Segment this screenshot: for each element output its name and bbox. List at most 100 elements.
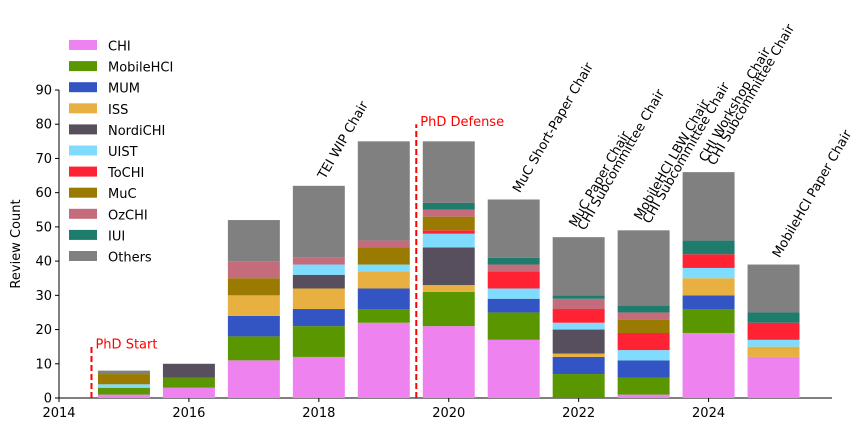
bar-tochi-2024 xyxy=(682,254,735,268)
bar-uist-2018 xyxy=(292,264,345,275)
bar-muc-2015 xyxy=(97,374,150,385)
y-tick-label: 0 xyxy=(44,392,52,407)
bar-tochi-2020 xyxy=(422,230,475,234)
bar-tochi-2021 xyxy=(487,271,540,289)
bar-ozchi-2022 xyxy=(552,298,605,310)
legend-swatch-mum xyxy=(69,82,97,93)
x-tick-label: 2014 xyxy=(42,406,75,421)
bar-iui-2021 xyxy=(487,257,540,265)
bar-others-2024 xyxy=(682,172,735,241)
x-axis-ticks: 2014 2016 2018 2020 2022 2024 xyxy=(42,398,725,421)
bar-iss-2019 xyxy=(357,271,410,289)
bar-chi-2020 xyxy=(422,326,475,398)
bar-chi-2018 xyxy=(292,356,345,398)
bar-mum-2018 xyxy=(292,309,345,327)
bar-others-2015 xyxy=(97,370,150,375)
bar-iui-2022 xyxy=(552,295,605,299)
bar-ozchi-2023 xyxy=(617,312,670,320)
bar-iui-2025 xyxy=(747,312,800,323)
bar-ozchi-2020 xyxy=(422,209,475,217)
bar-chi-2016 xyxy=(162,387,215,398)
bar-chi-2024 xyxy=(682,332,735,398)
bar-mobilehci-2016 xyxy=(162,377,215,388)
y-tick-label: 30 xyxy=(35,289,52,304)
bar-others-2020 xyxy=(422,141,475,203)
legend-swatch-chi xyxy=(69,40,97,50)
y-axis-title: Review Count xyxy=(9,199,24,288)
bar-uist-2020 xyxy=(422,233,475,248)
y-axis-ticks: 0 10 20 30 40 50 60 70 80 90 xyxy=(35,84,59,407)
bar-mobilehci-2023 xyxy=(617,377,670,395)
bar-tochi-2025 xyxy=(747,322,800,340)
axes: 0 10 20 30 40 50 60 70 80 90 2014 2016 2018 2020 2022… xyxy=(9,84,832,421)
bar-others-2022 xyxy=(552,237,605,296)
bars xyxy=(97,141,800,398)
marker-label-phd-defense: PhD Defense xyxy=(420,115,504,130)
bar-ozchi-2018 xyxy=(292,257,345,265)
legend-swatch-tochi xyxy=(69,166,97,177)
bar-others-2023 xyxy=(617,230,670,306)
bar-mum-2017 xyxy=(227,315,280,337)
bar-nordichi-2022 xyxy=(552,329,605,354)
bar-muc-2020 xyxy=(422,216,475,231)
y-tick-label: 60 xyxy=(35,186,52,201)
legend-label-mobilehci: MobileHCI xyxy=(108,61,173,76)
bar-mobilehci-2020 xyxy=(422,291,475,327)
bar-mum-2019 xyxy=(357,288,410,310)
bar-mobilehci-2015 xyxy=(97,387,150,395)
legend-label-chi: CHI xyxy=(108,40,131,55)
bar-others-2019 xyxy=(357,141,410,241)
bar-mobilehci-2021 xyxy=(487,312,540,340)
bar-ozchi-2019 xyxy=(357,240,410,248)
bar-uist-2019 xyxy=(357,264,410,272)
legend-swatch-uist xyxy=(69,145,97,156)
legend-swatch-iui xyxy=(69,229,97,240)
x-tick-label: 2016 xyxy=(172,406,205,421)
x-tick-label: 2018 xyxy=(302,406,335,421)
legend-swatch-mobilehci xyxy=(69,61,97,72)
role-annotation-muc-short-paper-chair: MuC Short-Paper Chair xyxy=(510,60,597,196)
bar-nordichi-2016 xyxy=(162,363,215,378)
bar-others-2021 xyxy=(487,199,540,258)
bar-uist-2015 xyxy=(97,384,150,388)
x-tick-label: 2020 xyxy=(432,406,465,421)
bar-iss-2024 xyxy=(682,278,735,296)
bar-uist-2025 xyxy=(747,339,800,347)
y-tick-label: 40 xyxy=(35,255,52,270)
bar-mobilehci-2019 xyxy=(357,309,410,323)
y-tick-label: 90 xyxy=(35,84,52,99)
legend-swatch-muc xyxy=(69,187,97,198)
legend-label-tochi: ToCHI xyxy=(107,166,144,181)
bar-mobilehci-2017 xyxy=(227,336,280,361)
bar-muc-2019 xyxy=(357,247,410,265)
legend-swatch-nordichi xyxy=(69,124,97,135)
bar-chi-2015 xyxy=(97,394,150,398)
bar-iss-2022 xyxy=(552,353,605,357)
legend-swatch-others xyxy=(69,251,97,261)
bar-mum-2022 xyxy=(552,356,605,375)
bar-uist-2023 xyxy=(617,350,670,361)
legend-label-nordichi: NordiCHI xyxy=(108,124,165,139)
y-tick-label: 70 xyxy=(35,152,52,167)
bar-mum-2023 xyxy=(617,360,670,378)
legend-label-mum: MUM xyxy=(108,82,140,97)
bar-iui-2023 xyxy=(617,305,670,313)
legend-label-iss: ISS xyxy=(108,103,128,118)
x-tick-label: 2024 xyxy=(692,406,725,421)
bar-mum-2021 xyxy=(487,298,540,313)
bar-chi-2017 xyxy=(227,360,280,398)
bar-uist-2022 xyxy=(552,322,605,330)
legend-swatch-ozchi xyxy=(69,208,97,219)
bar-tochi-2022 xyxy=(552,309,605,323)
bar-mum-2024 xyxy=(682,295,735,310)
legend-label-others: Others xyxy=(108,251,152,266)
legend-label-muc: MuC xyxy=(108,187,137,202)
bar-uist-2021 xyxy=(487,288,540,299)
bar-iui-2024 xyxy=(682,240,735,255)
legend-label-iui: IUI xyxy=(108,229,125,244)
bar-chi-2023 xyxy=(617,394,670,398)
bar-uist-2024 xyxy=(682,267,735,279)
y-tick-label: 20 xyxy=(35,323,52,338)
y-tick-label: 10 xyxy=(35,357,52,372)
